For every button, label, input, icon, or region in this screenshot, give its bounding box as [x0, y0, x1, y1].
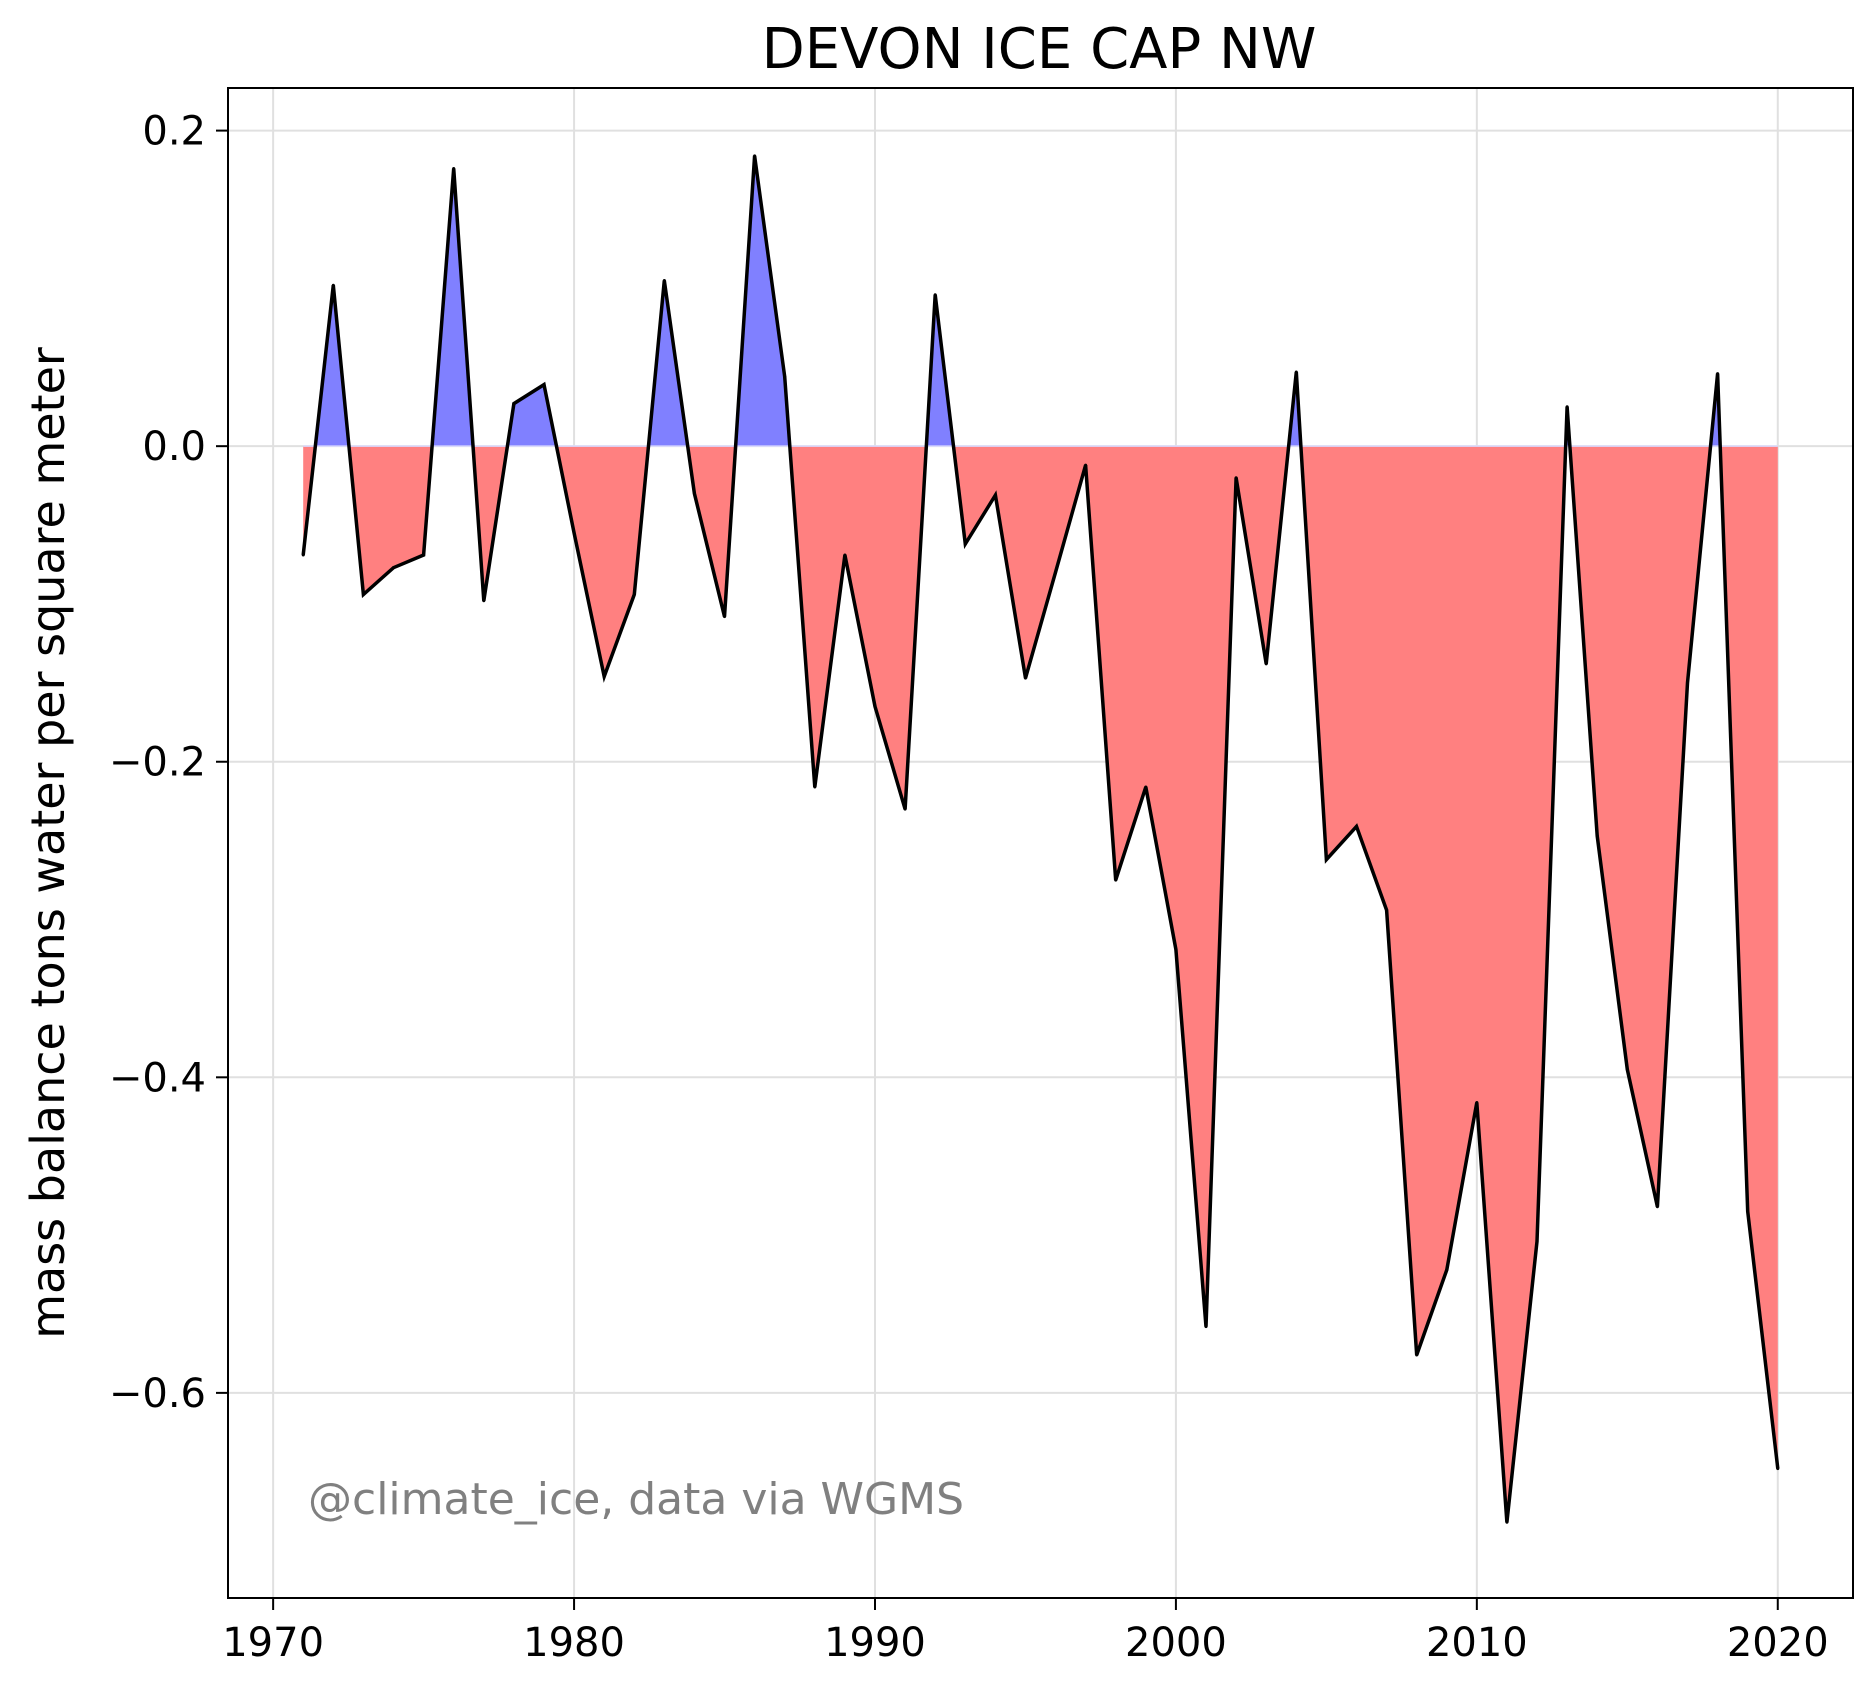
x-tick-label: 2000	[1125, 1620, 1227, 1666]
data-point	[783, 375, 787, 379]
data-point	[1385, 908, 1389, 912]
series-line	[301, 155, 1780, 1523]
data-point	[1746, 1209, 1750, 1213]
data-point	[1685, 681, 1689, 685]
data-point	[843, 553, 847, 557]
data-point	[1023, 676, 1027, 680]
credit-annotation: @climate_ice, data via WGMS	[308, 1474, 964, 1525]
data-point	[482, 599, 486, 603]
data-point	[572, 531, 576, 535]
data-point	[933, 293, 937, 297]
y-axis: 0.2 0.0 −0.2 −0.4 −0.6	[109, 109, 228, 1417]
data-point	[1354, 824, 1358, 828]
x-tick-label: 1990	[824, 1620, 926, 1666]
x-tick-label: 2010	[1426, 1620, 1528, 1666]
data-point	[361, 592, 365, 596]
data-point	[1505, 1520, 1509, 1524]
y-tick-label: −0.2	[109, 740, 206, 786]
data-point	[632, 592, 636, 596]
data-point	[1294, 370, 1298, 374]
data-point	[1204, 1325, 1208, 1329]
data-point	[753, 154, 757, 158]
data-point	[1655, 1205, 1659, 1209]
data-point	[1445, 1268, 1449, 1272]
x-tick-label: 1970	[222, 1620, 324, 1666]
negative-area	[303, 446, 1778, 1523]
data-point	[813, 785, 817, 789]
data-point	[512, 402, 516, 406]
data-point	[1114, 878, 1118, 882]
mass-balance-line	[301, 155, 1780, 1523]
data-point	[1595, 834, 1599, 838]
data-point	[873, 705, 877, 709]
data-points	[301, 154, 1780, 1524]
x-axis: 1970 1980 1990 2000 2010 2020	[222, 1598, 1829, 1666]
data-point	[1144, 785, 1148, 789]
x-tick-label: 1980	[523, 1620, 625, 1666]
positive-area	[303, 155, 1778, 447]
data-point	[692, 492, 696, 496]
data-point	[1776, 1467, 1780, 1471]
y-axis-label: mass balance tons water per square meter	[21, 347, 75, 1339]
data-point	[1324, 858, 1328, 862]
data-point	[1415, 1353, 1419, 1357]
data-point	[331, 283, 335, 287]
x-tick-label: 2020	[1727, 1620, 1829, 1666]
data-point	[1535, 1239, 1539, 1243]
y-tick-label: −0.4	[109, 1055, 206, 1101]
data-point	[662, 278, 666, 282]
data-point	[301, 553, 305, 557]
y-tick-label: 0.2	[142, 109, 206, 155]
data-point	[1234, 476, 1238, 480]
data-point	[963, 542, 967, 546]
data-point	[392, 566, 396, 570]
data-point	[1565, 405, 1569, 409]
data-point	[1174, 948, 1178, 952]
fill-areas	[303, 155, 1778, 1523]
data-point	[723, 615, 727, 619]
data-point	[993, 493, 997, 497]
data-point	[1084, 463, 1088, 467]
y-tick-label: 0.0	[142, 424, 206, 470]
data-point	[1054, 570, 1058, 574]
chart-title: DEVON ICE CAP NW	[762, 17, 1317, 82]
data-point	[1475, 1101, 1479, 1105]
data-point	[452, 166, 456, 170]
data-point	[602, 675, 606, 679]
y-tick-label: −0.6	[109, 1371, 206, 1417]
plot-frame	[227, 87, 1854, 1599]
data-point	[903, 807, 907, 811]
data-point	[1264, 662, 1268, 666]
data-point	[542, 383, 546, 387]
data-point	[422, 553, 426, 557]
data-point	[1716, 372, 1720, 376]
data-point	[1625, 1067, 1629, 1071]
